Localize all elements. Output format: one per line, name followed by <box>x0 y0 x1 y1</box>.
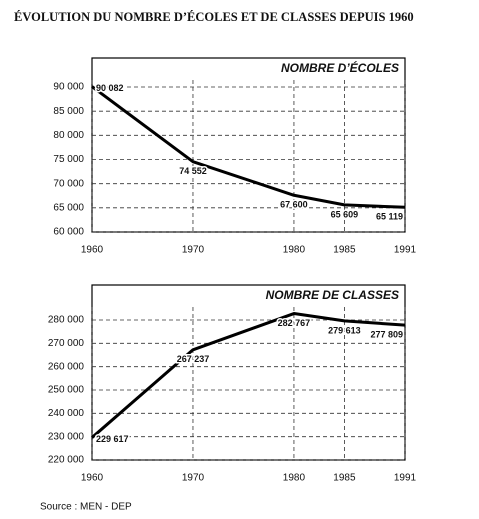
y-tick-label: 280 000 <box>48 315 85 326</box>
x-tick-label: 1960 <box>81 473 104 484</box>
x-tick-label: 1991 <box>394 245 417 256</box>
chart-title: NOMBRE D’ÉCOLES <box>281 60 399 75</box>
y-tick-label: 75 000 <box>53 154 84 165</box>
x-tick-label: 1970 <box>182 245 205 256</box>
x-tick-label: 1980 <box>283 473 306 484</box>
y-tick-label: 260 000 <box>48 361 85 372</box>
data-label: 65 609 <box>331 209 359 219</box>
data-label: 282 767 <box>278 318 311 328</box>
x-tick-label: 1985 <box>333 473 356 484</box>
data-label: 279 613 <box>328 325 361 335</box>
data-label: 277 809 <box>370 329 403 339</box>
source: Source : MEN - DEP <box>40 502 132 513</box>
page-title: ÉVOLUTION DU NOMBRE D’ÉCOLES ET DE CLASS… <box>14 10 414 24</box>
y-tick-label: 270 000 <box>48 338 85 349</box>
y-tick-label: 65 000 <box>53 202 84 213</box>
data-line <box>91 312 406 439</box>
y-tick-label: 90 000 <box>53 82 84 93</box>
data-label: 229 617 <box>96 434 129 444</box>
data-label: 67 600 <box>280 200 308 210</box>
data-line <box>91 85 406 209</box>
y-tick-label: 250 000 <box>48 385 85 396</box>
y-tick-label: 70 000 <box>53 178 84 189</box>
y-tick-label: 60 000 <box>53 227 84 238</box>
y-tick-label: 80 000 <box>53 130 84 141</box>
y-tick-label: 240 000 <box>48 408 85 419</box>
chart-title: NOMBRE DE CLASSES <box>266 288 399 302</box>
y-tick-label: 85 000 <box>53 106 84 117</box>
y-tick-label: 220 000 <box>48 455 85 466</box>
plot-frame <box>91 284 406 461</box>
x-tick-label: 1980 <box>283 245 306 256</box>
data-label: 267 237 <box>177 354 210 364</box>
data-label: 74 552 <box>179 166 207 176</box>
data-label: 90 082 <box>96 83 124 93</box>
x-tick-label: 1960 <box>81 245 104 256</box>
x-tick-label: 1970 <box>182 473 205 484</box>
x-tick-label: 1985 <box>333 245 356 256</box>
data-label: 65 119 <box>376 212 403 222</box>
y-tick-label: 230 000 <box>48 431 85 442</box>
x-tick-label: 1991 <box>394 473 417 484</box>
